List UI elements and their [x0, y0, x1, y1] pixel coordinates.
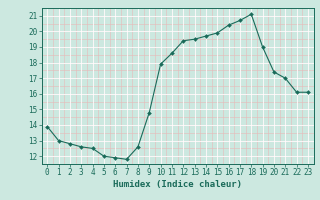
X-axis label: Humidex (Indice chaleur): Humidex (Indice chaleur)	[113, 180, 242, 189]
